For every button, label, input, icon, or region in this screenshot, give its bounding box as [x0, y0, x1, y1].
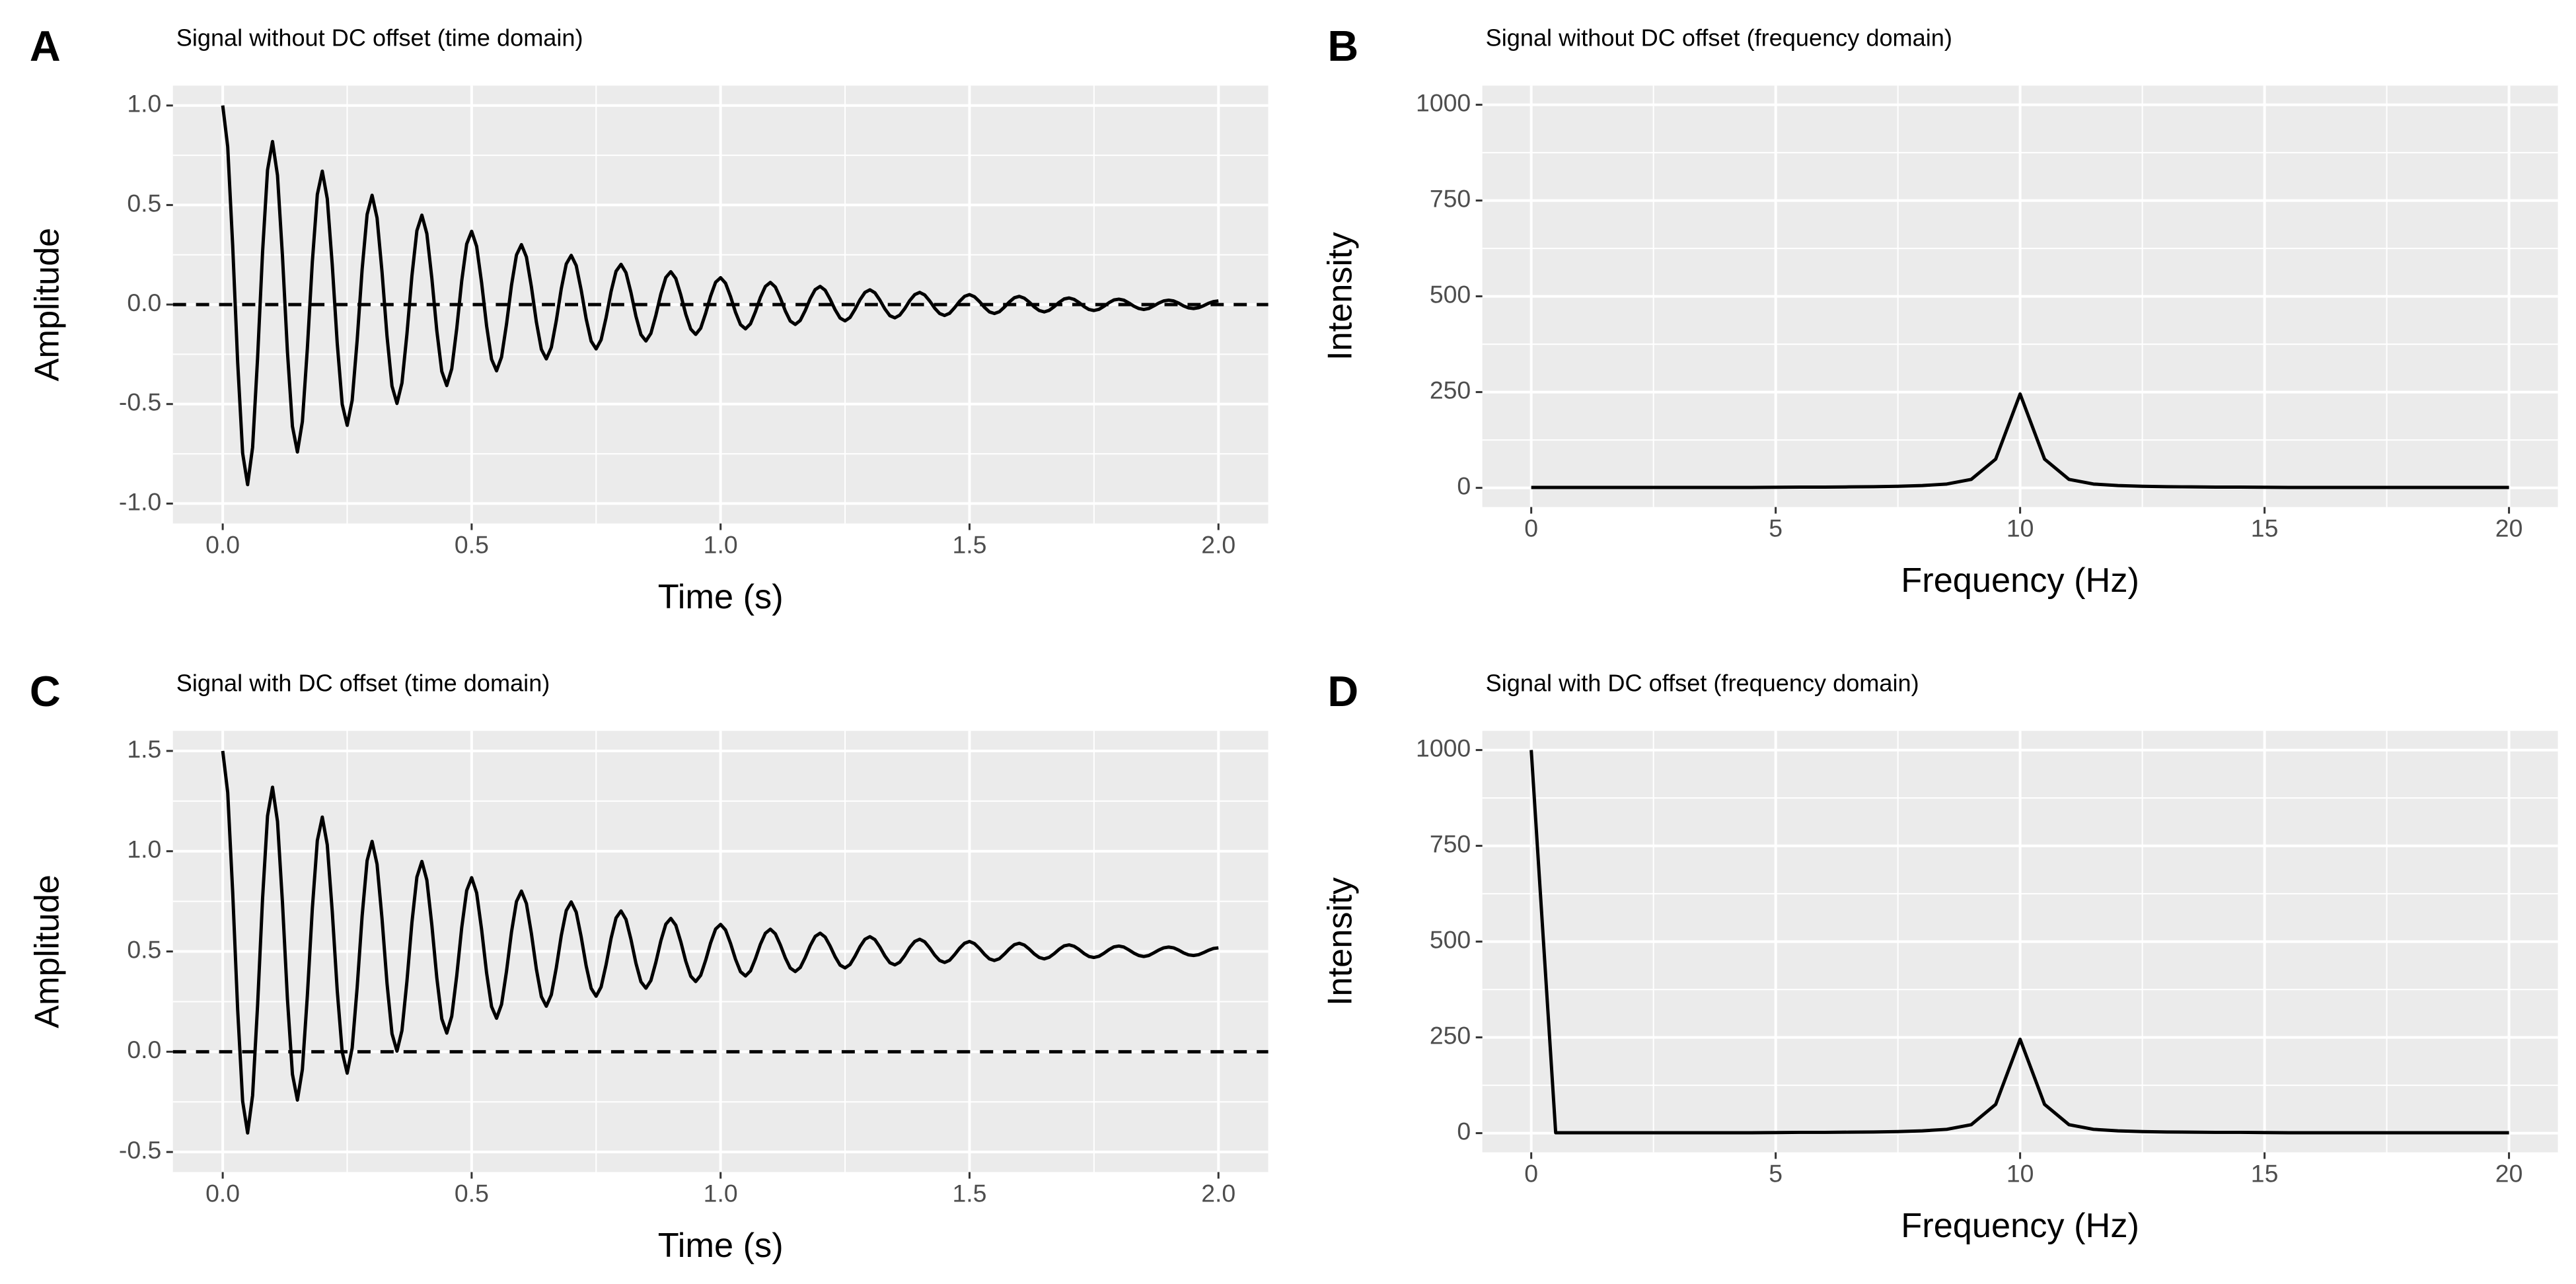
- y-tick-label: 1000: [1416, 734, 1471, 762]
- y-tick-label: 750: [1430, 830, 1471, 857]
- panel-title: Signal without DC offset (time domain): [176, 24, 583, 51]
- y-tick-label: 500: [1430, 925, 1471, 953]
- x-tick-label: 2.0: [1201, 530, 1235, 558]
- x-tick-label: 0.5: [455, 1179, 489, 1207]
- y-tick-label: 500: [1430, 280, 1471, 308]
- x-tick-label: 20: [2495, 1159, 2523, 1187]
- x-tick-label: 5: [1769, 1159, 1783, 1187]
- panel-label: C: [30, 667, 61, 715]
- x-tick-label: 1.5: [952, 530, 986, 558]
- x-tick-label: 0.5: [455, 530, 489, 558]
- panel-title: Signal with DC offset (frequency domain): [1486, 669, 1919, 696]
- x-axis-title: Frequency (Hz): [1901, 1207, 2139, 1245]
- x-tick-label: 0: [1524, 1159, 1538, 1187]
- y-tick-label: 1000: [1416, 89, 1471, 116]
- y-tick-label: 0: [1457, 472, 1471, 500]
- panel-label: B: [1327, 22, 1358, 70]
- y-tick-label: 250: [1430, 1021, 1471, 1049]
- y-tick-label: -0.5: [119, 388, 161, 416]
- signal-line: [1531, 392, 2509, 489]
- x-axis-title: Frequency (Hz): [1901, 561, 2139, 600]
- panel-title: Signal without DC offset (frequency doma…: [1486, 24, 1952, 51]
- y-axis-title: Intensity: [1321, 231, 1360, 361]
- y-tick-label: 1.0: [127, 90, 161, 118]
- x-tick-label: 1.5: [952, 1179, 986, 1207]
- panel-title: Signal with DC offset (time domain): [176, 669, 550, 696]
- y-tick-label: 0.5: [127, 935, 161, 963]
- x-tick-label: 5: [1769, 514, 1783, 542]
- signal-line: [221, 105, 1219, 487]
- x-tick-label: 0: [1524, 514, 1538, 542]
- panel-label: D: [1327, 667, 1358, 715]
- y-axis-title: Amplitude: [28, 874, 67, 1028]
- y-tick-label: 250: [1430, 376, 1471, 404]
- x-axis-title: Time (s): [658, 578, 784, 616]
- y-tick-label: 1.0: [127, 836, 161, 863]
- y-tick-label: 0: [1457, 1117, 1471, 1145]
- x-tick-label: 0.0: [205, 1179, 240, 1207]
- y-tick-label: 0.5: [127, 189, 161, 217]
- x-tick-label: 10: [2006, 514, 2034, 542]
- y-tick-label: 750: [1430, 184, 1471, 212]
- y-tick-label: -1.0: [119, 487, 161, 515]
- x-tick-label: 1.0: [704, 1179, 738, 1207]
- y-axis-title: Amplitude: [28, 228, 67, 382]
- x-tick-label: 10: [2006, 1159, 2034, 1187]
- panel-label: A: [30, 22, 61, 70]
- x-tick-label: 1.0: [704, 530, 738, 558]
- x-axis-title: Time (s): [658, 1227, 784, 1265]
- y-tick-label: 0.0: [127, 1036, 161, 1063]
- y-tick-label: 0.0: [127, 289, 161, 316]
- y-axis-title: Intensity: [1321, 876, 1360, 1006]
- x-tick-label: 15: [2251, 514, 2279, 542]
- x-tick-label: 0.0: [205, 530, 240, 558]
- x-tick-label: 15: [2251, 1159, 2279, 1187]
- signal-line: [221, 750, 1219, 1135]
- y-tick-label: 1.5: [127, 735, 161, 763]
- signal-line: [1529, 750, 2509, 1135]
- x-tick-label: 2.0: [1201, 1179, 1235, 1207]
- x-tick-label: 20: [2495, 514, 2523, 542]
- y-tick-label: -0.5: [119, 1136, 161, 1164]
